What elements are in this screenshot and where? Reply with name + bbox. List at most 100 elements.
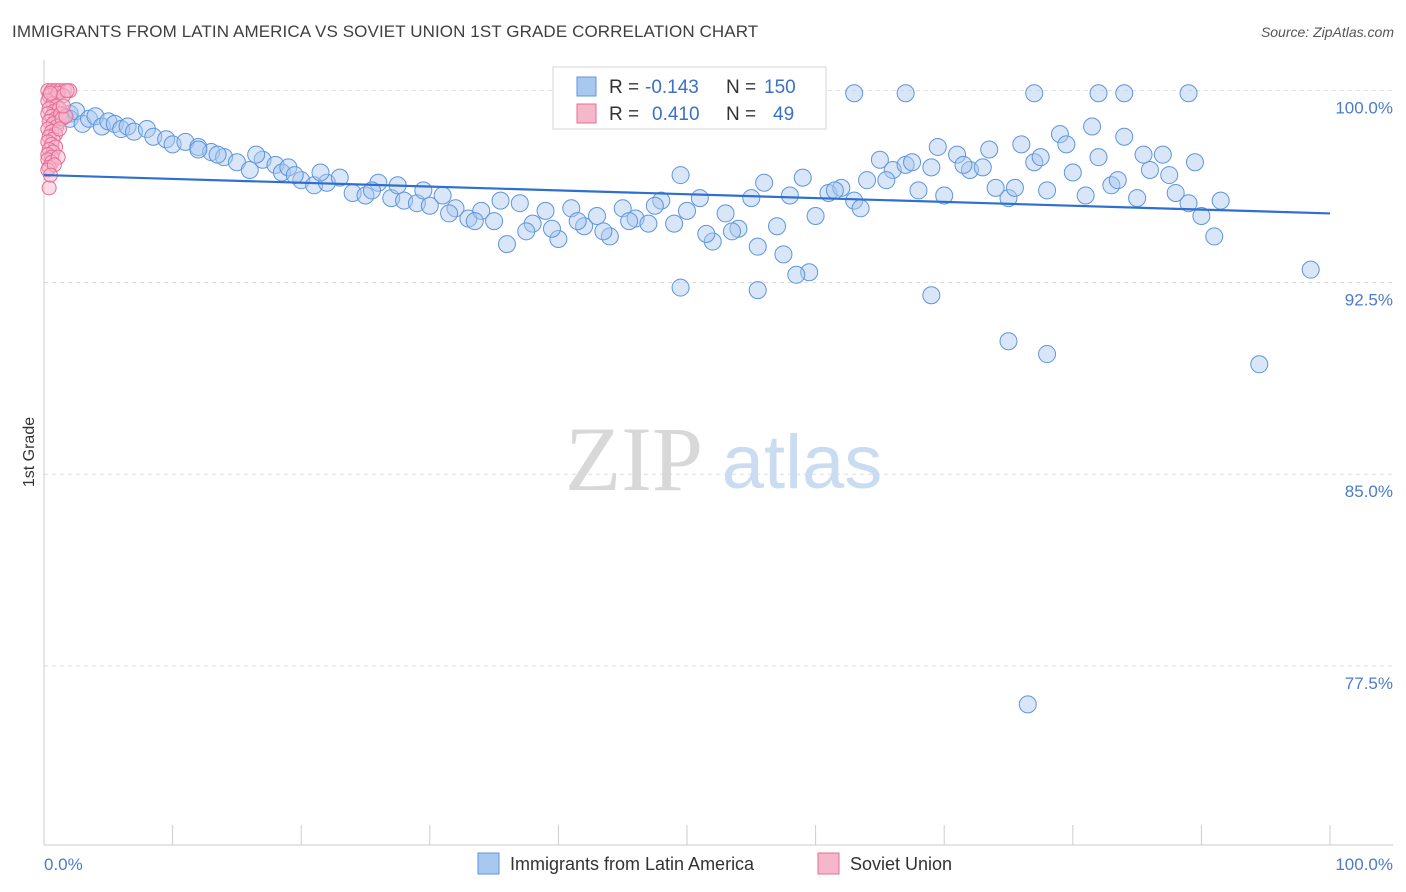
point-latin-america xyxy=(485,212,504,231)
point-latin-america xyxy=(1134,145,1153,164)
legend-n-label-pink: N = xyxy=(726,104,756,125)
watermark-atlas: atlas xyxy=(722,420,883,505)
series-soviet-union xyxy=(40,83,78,196)
point-latin-america xyxy=(845,84,864,103)
chart-title: IMMIGRANTS FROM LATIN AMERICA VS SOVIET … xyxy=(12,22,759,41)
point-soviet-union xyxy=(51,121,67,137)
point-latin-america xyxy=(536,201,555,220)
point-latin-america xyxy=(369,173,388,192)
point-latin-america xyxy=(414,181,433,200)
y-tick-label: 77.5% xyxy=(1345,674,1393,693)
point-latin-america xyxy=(1192,206,1211,225)
legend-r-label-blue: R = xyxy=(609,77,639,98)
point-latin-america xyxy=(594,222,613,241)
point-latin-america xyxy=(896,84,915,103)
point-latin-america xyxy=(1115,84,1134,103)
point-latin-america xyxy=(1005,178,1024,197)
point-latin-america xyxy=(1128,189,1147,208)
point-latin-america xyxy=(1166,183,1185,202)
bottom-legend-swatch-blue xyxy=(477,852,500,875)
point-soviet-union xyxy=(55,98,71,114)
point-latin-america xyxy=(1205,227,1224,246)
point-latin-america xyxy=(1185,153,1204,172)
point-latin-america xyxy=(678,201,696,220)
point-latin-america xyxy=(1050,125,1069,144)
point-latin-america xyxy=(137,120,156,139)
point-latin-america xyxy=(645,196,664,215)
point-latin-america xyxy=(909,181,928,200)
point-latin-america xyxy=(999,189,1018,208)
point-latin-america xyxy=(723,222,742,241)
point-latin-america xyxy=(697,224,716,243)
source-credit: Source: ZipAtlas.com xyxy=(1260,24,1394,40)
point-latin-america xyxy=(742,189,761,208)
x-tick-label-left: 0.0% xyxy=(44,855,83,874)
point-latin-america xyxy=(793,168,812,187)
point-latin-america xyxy=(1153,145,1172,164)
point-latin-america xyxy=(671,166,690,185)
point-latin-america xyxy=(1038,181,1057,200)
point-latin-america xyxy=(1089,148,1108,167)
point-latin-america xyxy=(362,181,381,200)
point-latin-america xyxy=(755,173,774,192)
point-latin-america xyxy=(1057,135,1076,154)
point-latin-america xyxy=(774,245,793,264)
point-latin-america xyxy=(935,186,954,205)
point-latin-america xyxy=(1160,166,1179,185)
point-latin-america xyxy=(903,153,922,172)
legend-swatch-pink xyxy=(576,103,597,124)
point-latin-america xyxy=(620,212,639,231)
point-latin-america xyxy=(690,189,709,208)
point-latin-america xyxy=(510,194,529,213)
point-latin-america xyxy=(208,145,227,164)
x-tick-label-right: 100.0% xyxy=(1335,855,1393,874)
y-tick-label: 100.0% xyxy=(1335,99,1393,118)
y-tick-label: 85.0% xyxy=(1345,482,1393,501)
point-latin-america xyxy=(1012,135,1031,154)
point-latin-america xyxy=(928,137,947,156)
point-latin-america xyxy=(1038,345,1057,364)
point-latin-america xyxy=(440,204,459,223)
point-latin-america xyxy=(768,217,787,236)
point-latin-america xyxy=(420,196,439,215)
y-axis-title: 1st Grade xyxy=(21,417,38,487)
legend-swatch-blue xyxy=(576,76,597,97)
point-latin-america xyxy=(639,214,658,233)
point-latin-america xyxy=(247,145,266,164)
point-latin-america xyxy=(523,214,542,233)
point-latin-america xyxy=(1108,171,1127,190)
legend-r-value-pink: 0.410 xyxy=(652,104,700,125)
bottom-legend-label-blue: Immigrants from Latin America xyxy=(510,854,755,874)
top-legend: R = -0.143 N = 150 R = 0.410 N = 49 xyxy=(552,66,827,130)
point-latin-america xyxy=(780,186,799,205)
point-latin-america xyxy=(922,158,941,177)
point-latin-america xyxy=(549,229,568,248)
point-latin-america xyxy=(1115,127,1134,146)
trend-line-latin-america xyxy=(43,173,1331,215)
point-latin-america xyxy=(845,191,864,210)
point-latin-america xyxy=(665,214,684,233)
legend-n-value-pink: 49 xyxy=(773,104,794,125)
point-latin-america xyxy=(851,199,870,218)
point-latin-america xyxy=(568,212,587,231)
point-latin-america xyxy=(542,219,561,238)
point-latin-america xyxy=(1250,355,1269,374)
legend-r-label-pink: R = xyxy=(609,104,639,125)
point-latin-america xyxy=(948,145,967,164)
point-latin-america xyxy=(787,265,806,284)
point-latin-america xyxy=(279,158,298,177)
point-soviet-union xyxy=(41,180,57,196)
y-tick-label: 92.5% xyxy=(1345,290,1393,309)
point-latin-america xyxy=(1031,148,1050,167)
point-latin-america xyxy=(922,286,941,305)
legend-r-value-blue: -0.143 xyxy=(645,77,699,98)
point-latin-america xyxy=(999,332,1018,351)
point-latin-america xyxy=(1083,117,1102,136)
watermark-zip: ZIP xyxy=(565,408,703,510)
point-latin-america xyxy=(973,158,992,177)
point-latin-america xyxy=(1018,695,1037,714)
point-latin-america xyxy=(716,204,735,223)
point-latin-america xyxy=(1063,163,1082,182)
bottom-legend-swatch-pink xyxy=(817,852,840,875)
